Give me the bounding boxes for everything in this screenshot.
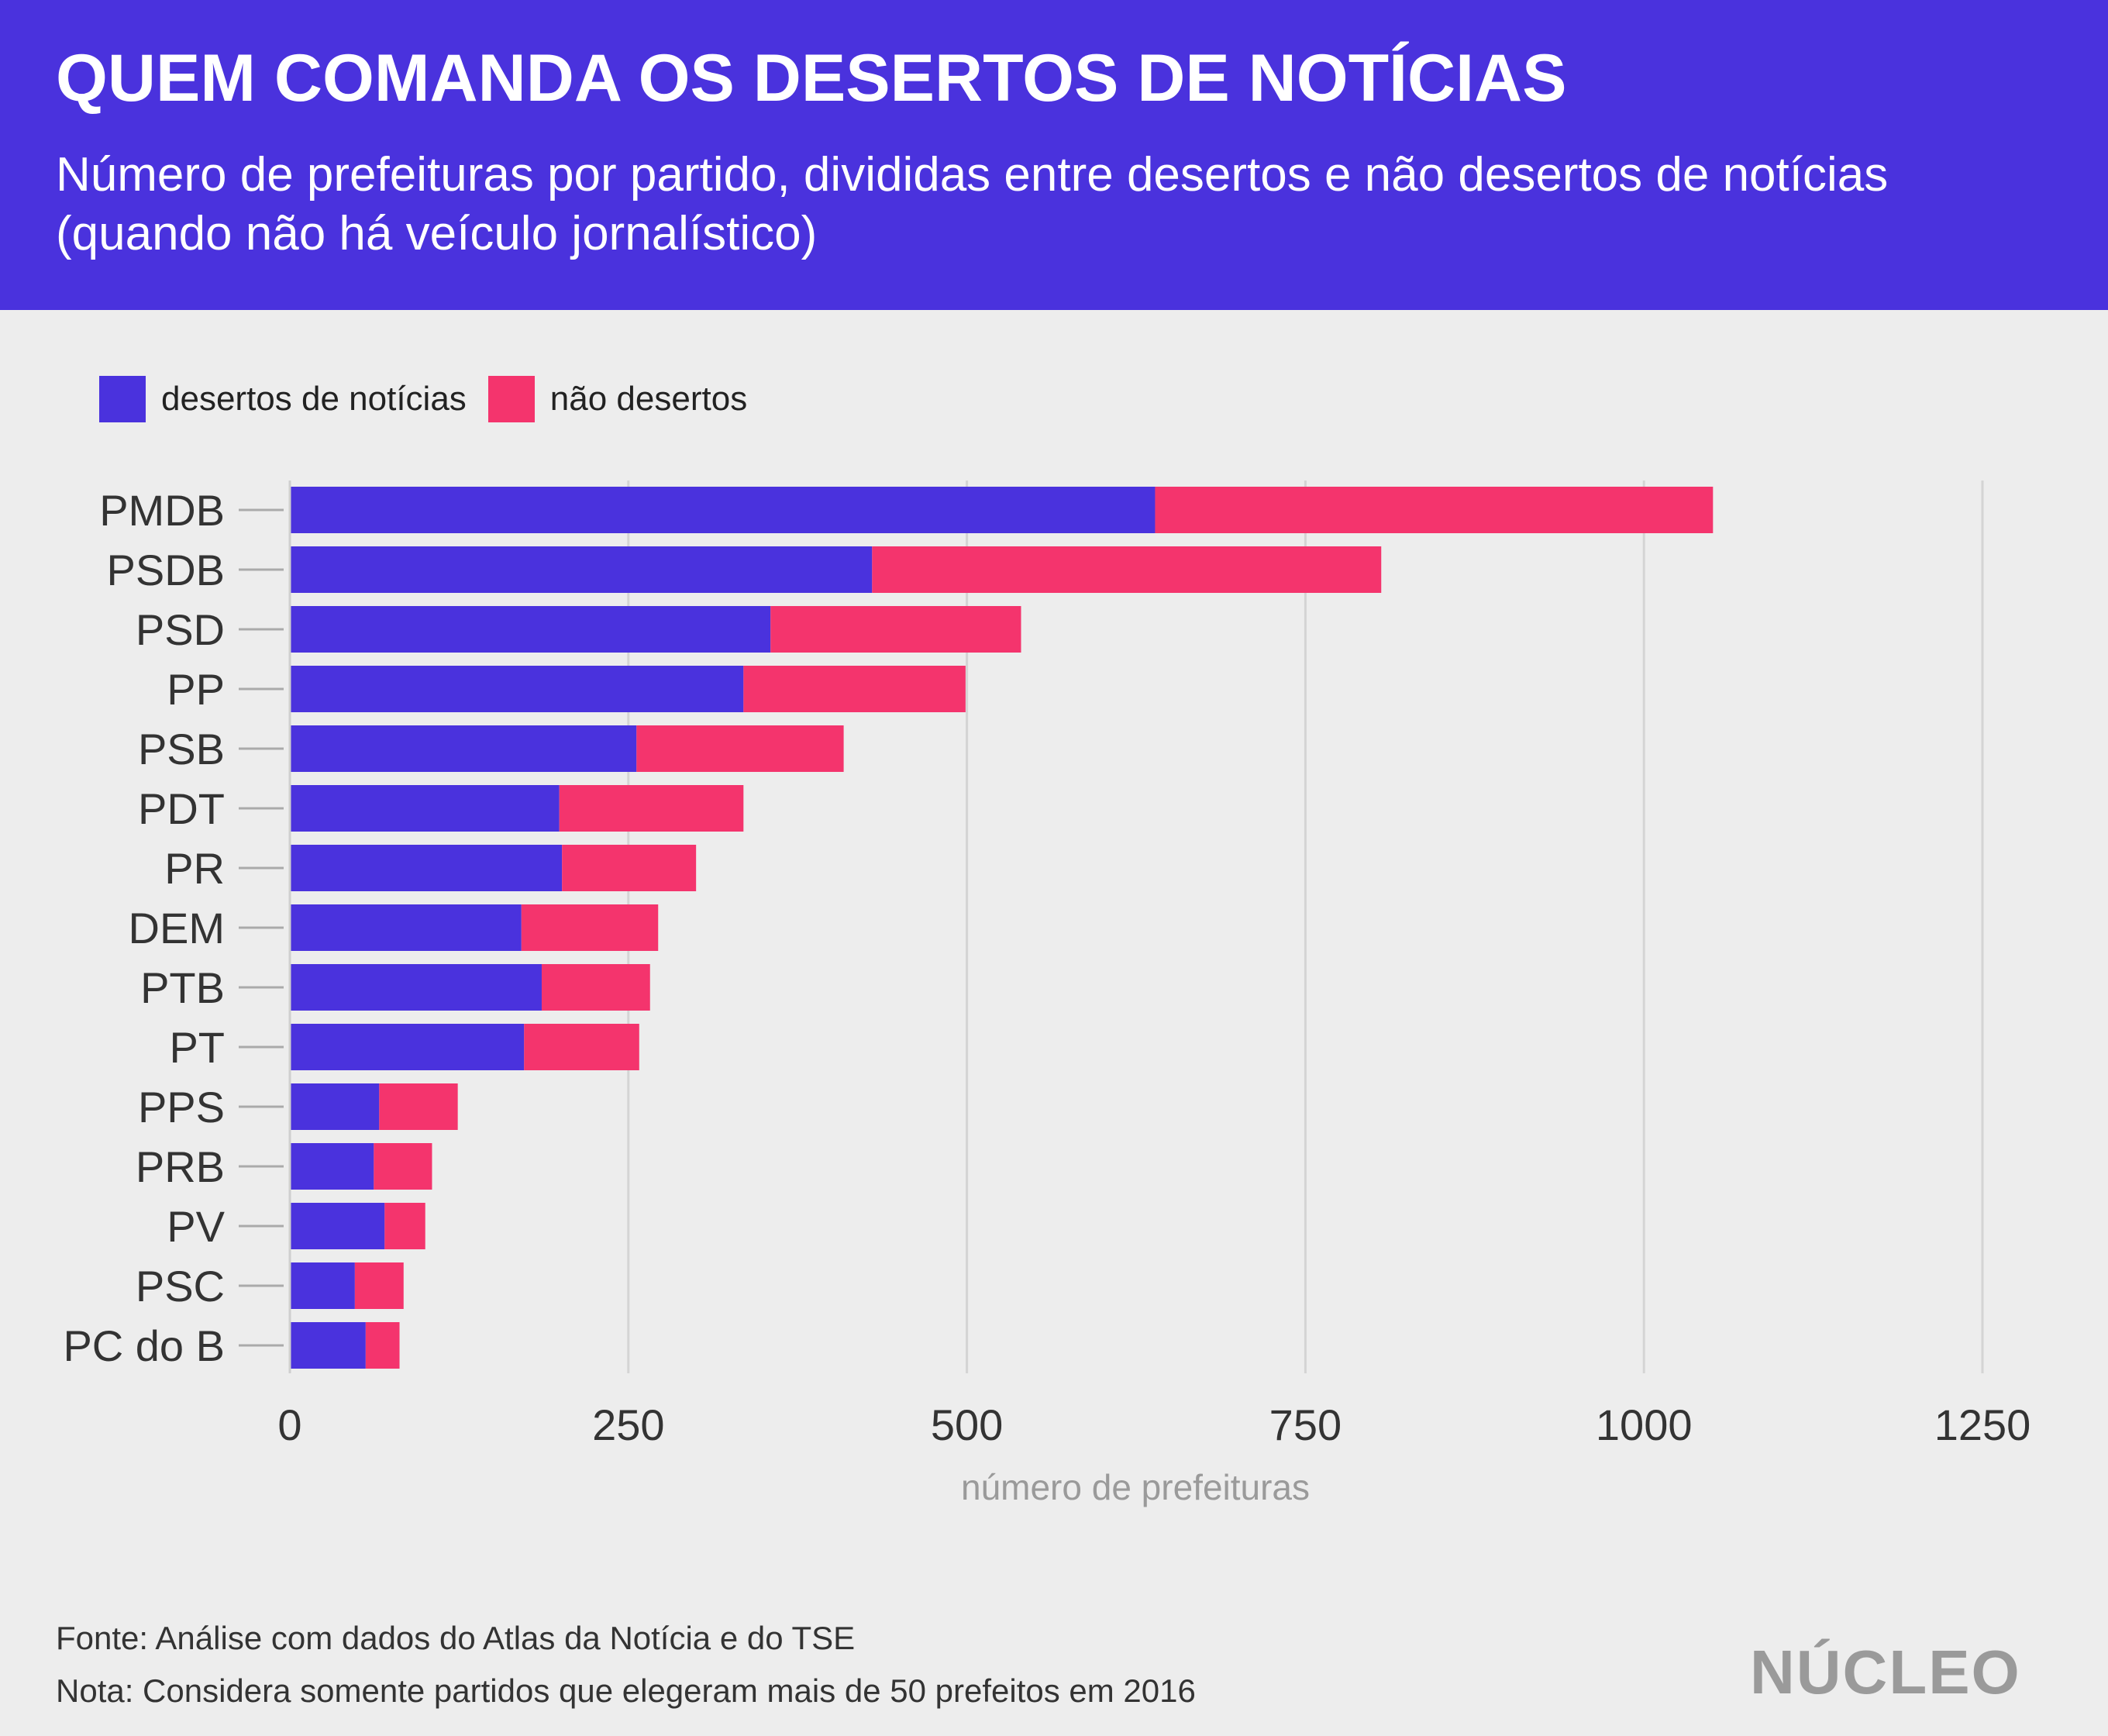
bar-pmdb-desertos — [290, 487, 1156, 533]
y-tick-label-pt: PT — [169, 1023, 225, 1072]
y-tick-label-pmdb: PMDB — [99, 486, 225, 535]
legend-label-desertos: desertos de notícias — [161, 380, 467, 418]
bar-dem-nao-desertos — [521, 904, 659, 951]
footer-notes: Fonte: Análise com dados do Atlas da Not… — [56, 1612, 1196, 1717]
bar-prb-desertos — [290, 1143, 374, 1190]
bar-chart: 0 250 500 750 1000 1250 PMDB PSDB PSD PP PSB PDT PR D… — [63, 480, 2030, 1507]
legend-swatch-nao-desertos — [487, 376, 535, 422]
bar-prb-nao-desertos — [374, 1143, 432, 1190]
bar-ptb-nao-desertos — [541, 964, 650, 1011]
bar-pp-nao-desertos — [743, 666, 966, 712]
bar-pv-desertos — [290, 1203, 385, 1249]
y-tick-label-pc-do-b: PC do B — [63, 1321, 225, 1370]
chart-subtitle: Número de prefeituras por partido, divid… — [56, 148, 1889, 260]
x-axis-title: número de prefeituras — [961, 1467, 1310, 1507]
bar-pps-nao-desertos — [379, 1083, 458, 1130]
legend-label-nao-desertos: não desertos — [549, 380, 748, 418]
y-tick-label-pp: PP — [167, 665, 225, 714]
bar-psc-nao-desertos — [354, 1262, 404, 1309]
x-tick-label-0: 0 — [277, 1400, 301, 1449]
bar-psb-desertos — [290, 725, 637, 772]
x-tick-label-250: 250 — [592, 1400, 664, 1449]
y-tick-label-pv: PV — [167, 1202, 225, 1251]
y-tick-label-ptb: PTB — [140, 963, 225, 1012]
y-tick-label-psdb: PSDB — [107, 546, 226, 594]
bar-pp-desertos — [290, 666, 744, 712]
bar-pps-desertos — [290, 1083, 380, 1130]
bar-pdt-desertos — [290, 785, 560, 832]
y-tick-label-pps: PPS — [138, 1083, 225, 1132]
bars — [290, 487, 1714, 1369]
axes: 0 250 500 750 1000 1250 PMDB PSDB PSD PP PSB PDT PR D… — [63, 480, 2030, 1449]
y-tick-label-prb: PRB — [136, 1142, 225, 1191]
chart-title: QUEM COMANDA OS DESERTOS DE NOTÍCIAS — [56, 41, 1567, 115]
x-tick-label-1000: 1000 — [1596, 1400, 1693, 1449]
x-tick-label-750: 750 — [1269, 1400, 1342, 1449]
y-tick-label-psc: PSC — [136, 1262, 225, 1311]
legend-item-desertos: desertos de notícias — [99, 376, 467, 422]
bar-psc-desertos — [290, 1262, 355, 1309]
bar-psdb-nao-desertos — [872, 546, 1382, 593]
bar-pdt-nao-desertos — [559, 785, 744, 832]
legend-swatch-desertos — [99, 376, 146, 422]
bar-pv-nao-desertos — [384, 1203, 425, 1249]
y-tick-label-pdt: PDT — [138, 784, 225, 833]
y-tick-label-pr: PR — [164, 844, 225, 893]
bar-pr-nao-desertos — [562, 845, 697, 891]
y-tick-label-dem: DEM — [129, 904, 225, 952]
bar-psd-nao-desertos — [770, 606, 1021, 653]
bar-pc-do-b-desertos — [290, 1322, 366, 1369]
y-tick-label-psd: PSD — [136, 605, 225, 654]
nucleo-logo: NÚCLEO — [1750, 1638, 2021, 1707]
bar-pt-nao-desertos — [524, 1024, 639, 1070]
bar-psdb-desertos — [290, 546, 873, 593]
bar-psd-desertos — [290, 606, 771, 653]
bar-dem-desertos — [290, 904, 522, 951]
x-tick-label-500: 500 — [931, 1400, 1003, 1449]
header-banner: QUEM COMANDA OS DESERTOS DE NOTÍCIAS Núm… — [0, 0, 2108, 310]
bar-pc-do-b-nao-desertos — [365, 1322, 400, 1369]
bar-pr-desertos — [290, 845, 563, 891]
bar-psb-nao-desertos — [636, 725, 844, 772]
legend: desertos de notícias não desertos — [99, 375, 769, 423]
y-tick-label-psb: PSB — [138, 725, 225, 773]
bar-ptb-desertos — [290, 964, 542, 1011]
bar-pt-desertos — [290, 1024, 525, 1070]
x-tick-label-1250: 1250 — [1934, 1400, 2031, 1449]
source-text: Fonte: Análise com dados do Atlas da Not… — [56, 1620, 856, 1656]
legend-item-nao-desertos: não desertos — [487, 376, 748, 422]
bar-pmdb-nao-desertos — [1155, 487, 1714, 533]
note-text: Nota: Considera somente partidos que ele… — [56, 1672, 1196, 1709]
